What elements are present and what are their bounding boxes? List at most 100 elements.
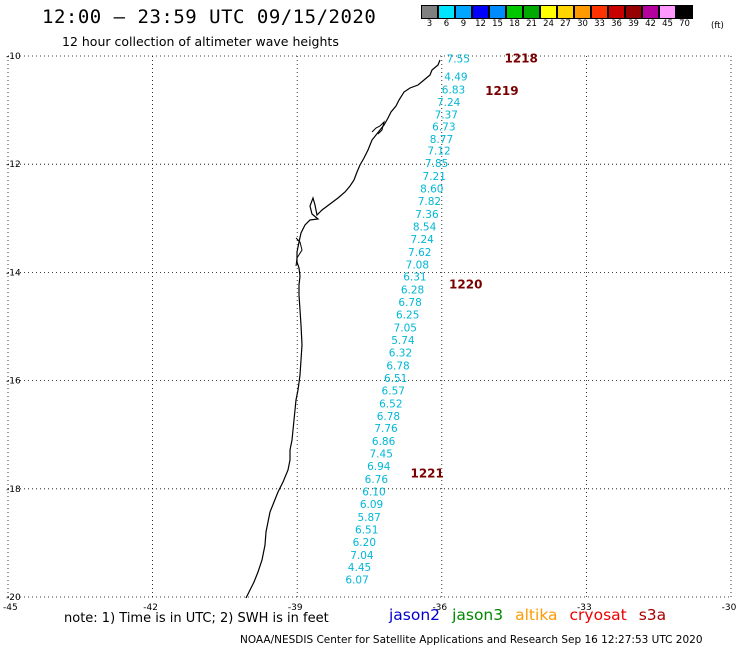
color-swatch <box>557 5 574 19</box>
lon-tick-label: -42 <box>143 603 158 613</box>
credit-line: NOAA/NESDIS Center for Satellite Applica… <box>240 634 703 646</box>
lat-tick-label: -14 <box>6 268 21 278</box>
wave-height-value: 5.87 <box>357 512 380 524</box>
color-swatch <box>676 5 693 19</box>
satellite-legend: jason2 jason3 altika cryosat s3a <box>389 606 666 624</box>
wave-height-value: 6.09 <box>360 499 383 511</box>
wave-height-value: 6.86 <box>372 436 396 448</box>
color-swatch <box>438 5 455 19</box>
color-scale-label: 30 <box>577 19 588 29</box>
wave-height-value: 7.05 <box>394 323 417 335</box>
color-swatch <box>540 5 557 19</box>
color-scale-label: 18 <box>509 19 520 29</box>
map-grid <box>7 55 732 598</box>
color-scale-label: 33 <box>594 19 605 29</box>
color-scale-label: 15 <box>492 19 503 29</box>
wave-height-value: 8.54 <box>413 221 437 233</box>
wave-height-value: 8.60 <box>420 184 443 196</box>
color-swatch <box>489 5 506 19</box>
color-swatch <box>523 5 540 19</box>
wave-height-value: 7.12 <box>427 146 450 158</box>
color-scale-label: 45 <box>662 19 673 29</box>
color-swatch <box>642 5 659 19</box>
wave-height-value: 6.57 <box>382 385 405 397</box>
color-scale-legend: 3 6 9 12 15 18 21 24 27 30 33 36 39 42 45 70 <box>421 5 693 29</box>
wave-height-value: 7.76 <box>374 423 398 435</box>
color-swatch <box>455 5 472 19</box>
axis-tick-labels: -10 -12 -14 -16 -18 -20-45 -42 -39 -36 -33 -30 <box>3 52 737 613</box>
wave-height-value: 4.49 <box>444 72 467 84</box>
color-swatch <box>608 5 625 19</box>
wave-height-value: 6.31 <box>403 272 426 284</box>
color-scale-label: 27 <box>560 19 571 29</box>
coastal-bay <box>295 237 303 267</box>
wave-height-value: 6.51 <box>384 373 407 385</box>
wave-height-value: 6.94 <box>367 461 391 473</box>
color-scale-label: 6 <box>443 19 450 29</box>
wave-height-value: 6.73 <box>432 121 455 133</box>
wave-height-value: 6.07 <box>345 575 368 587</box>
pass-number-label: 1218 <box>504 52 537 66</box>
lat-tick-label: -20 <box>6 593 21 603</box>
wave-height-value: 6.32 <box>389 347 412 359</box>
note-text: note: 1) Time is in UTC; 2) SWH is in fe… <box>64 611 329 626</box>
pass-number-label: 1220 <box>449 277 482 291</box>
wave-height-value: 7.62 <box>408 247 431 259</box>
color-scale-unit: (ft) <box>711 21 724 31</box>
color-swatch <box>659 5 676 19</box>
pass-number-label: 1219 <box>485 84 518 98</box>
lat-tick-label: -16 <box>6 377 21 387</box>
wave-height-value: 7.36 <box>415 209 439 221</box>
color-swatch <box>574 5 591 19</box>
satellite-pass-labels: 1218 1219 1220 1221 <box>410 52 537 481</box>
wave-height-value: 6.51 <box>355 524 378 536</box>
wave-height-value: 6.28 <box>401 285 424 297</box>
color-scale-label: 70 <box>679 19 690 29</box>
wave-height-value: 7.04 <box>350 550 374 562</box>
wave-height-value: 6.78 <box>398 297 421 309</box>
pass-number-label: 1221 <box>410 467 443 481</box>
wave-height-value: 6.78 <box>377 411 400 423</box>
wave-height-value: 7.82 <box>418 196 441 208</box>
lat-tick-label: -12 <box>6 160 21 170</box>
lat-tick-label: -18 <box>6 485 21 495</box>
coastline <box>245 59 441 599</box>
lon-tick-label: -39 <box>288 603 303 613</box>
wave-height-value: 6.52 <box>379 398 402 410</box>
lat-tick-label: -10 <box>6 52 21 62</box>
wave-height-value: 7.37 <box>435 109 458 121</box>
color-swatch <box>591 5 608 19</box>
color-scale-label: 3 <box>426 19 433 29</box>
wave-height-value: 6.76 <box>365 474 389 486</box>
page-subtitle: 12 hour collection of altimeter wave hei… <box>62 34 339 49</box>
wave-height-value: 7.08 <box>406 259 429 271</box>
color-scale-label: 21 <box>526 19 537 29</box>
wave-height-value: 7.24 <box>437 97 461 109</box>
lon-tick-label: -33 <box>577 603 592 613</box>
wave-height-value: 5.74 <box>391 335 415 347</box>
lon-tick-label: -36 <box>432 603 447 613</box>
color-scale-label: 36 <box>611 19 622 29</box>
lon-tick-label: -45 <box>3 603 18 613</box>
wave-height-value: 7.85 <box>425 158 448 170</box>
satellite-legend-item: altika <box>515 606 558 624</box>
wave-height-labels: 7.554.496.837.247.376.738.777.127.857.21… <box>345 54 470 587</box>
satellite-legend-item: cryosat <box>569 606 627 624</box>
wave-height-value: 6.20 <box>353 537 376 549</box>
color-scale-label: 24 <box>543 19 554 29</box>
wave-height-value: 7.45 <box>370 449 393 461</box>
color-scale-label: 12 <box>475 19 486 29</box>
color-scale-swatches <box>421 5 693 19</box>
color-swatch <box>421 5 438 19</box>
color-swatch <box>625 5 642 19</box>
wave-height-value: 6.25 <box>396 310 419 322</box>
wave-height-value: 6.83 <box>442 85 465 97</box>
satellite-legend-item: jason3 <box>452 606 504 624</box>
coastal-inlet <box>371 120 385 135</box>
wave-height-value: 7.24 <box>410 234 434 246</box>
wave-height-value: 8.77 <box>430 134 453 146</box>
color-scale-label: 9 <box>460 19 467 29</box>
wave-height-value: 7.21 <box>423 171 446 183</box>
color-swatch <box>506 5 523 19</box>
